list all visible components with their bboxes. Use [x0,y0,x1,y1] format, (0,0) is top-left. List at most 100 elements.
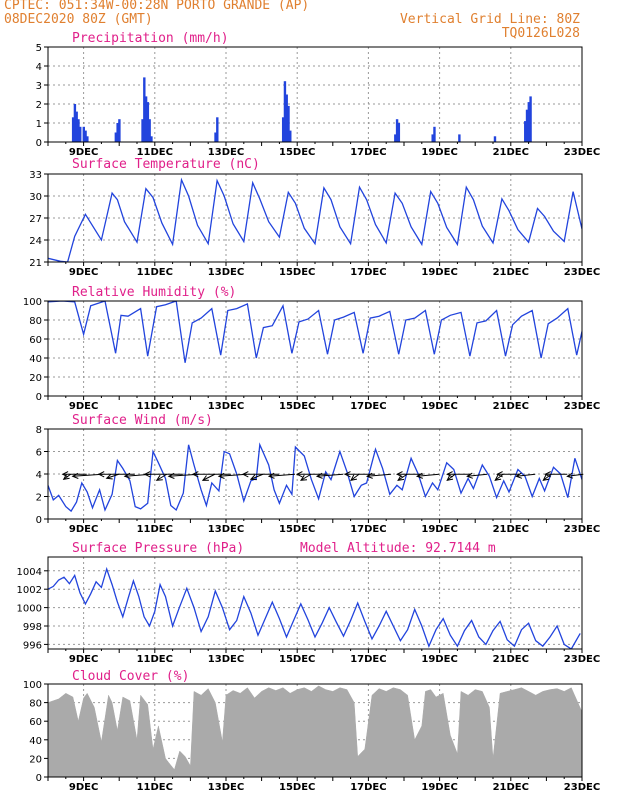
precip-bar [524,121,527,142]
panel-title: Precipitation (mm/h) [72,31,229,46]
cloud-area [47,685,583,778]
y-tick-label: 996 [23,640,42,651]
wind-arrowhead [241,471,249,478]
x-tick-label: 17DEC [350,267,386,278]
x-tick-label: 23DEC [564,267,600,278]
precip-bar [458,134,461,142]
precip-bar [431,134,434,142]
wind-arrowhead [350,474,357,481]
wind-arrow [156,473,168,481]
precip-bar [529,96,532,142]
x-tick-label: 9DEC [69,524,98,535]
x-tick-label: 17DEC [350,147,386,158]
wind-arrowhead [300,474,308,481]
y-tick-label: 33 [29,170,42,181]
wind-arrowhead [566,472,574,479]
x-tick-label: 17DEC [350,524,386,535]
precip-bar [86,136,89,142]
precip-bar [397,123,401,142]
y-tick-label: 100 [23,680,42,691]
x-tick-label: 15DEC [279,654,315,665]
x-tick-label: 19DEC [421,524,457,535]
wind-arrowhead [249,474,257,481]
wind-arrow [250,473,264,480]
precip-bar [216,117,219,142]
panel-0: 0 1 2 3 4 5 9DEC 11DEC 13DEC 15DEC 17DEC 19DEC 21DEC… [36,31,601,158]
x-tick-label: 21DEC [493,147,529,158]
wind-arrowhead [494,474,502,481]
y-tick-label: 60 [29,717,42,728]
x-tick-label: 15DEC [279,782,315,793]
x-tick-label: 21DEC [493,524,529,535]
y-tick-label: 8 [36,425,42,436]
y-tick-label: 6 [36,448,42,459]
wind-arrowhead [267,472,275,479]
x-tick-label: 19DEC [421,267,457,278]
wind-arrowhead [544,471,551,478]
panel-title: Surface Wind (m/s) [72,413,213,428]
precip-bar [146,102,150,142]
x-tick-label: 19DEC [421,147,457,158]
wind-arrowhead [201,475,209,481]
wind-arrow [350,473,360,481]
y-tick-label: 0 [36,138,42,149]
panel-1: 21 24 27 30 33 9DEC 11DEC 13DEC 15DEC 17DEC 19DEC 2… [29,157,600,278]
y-tick-label: 0 [36,515,42,526]
wind-arrowhead [105,473,113,480]
precip-bar [114,132,118,142]
model-altitude-label: Model Altitude: 92.7144 m [300,541,496,556]
series-line [48,177,582,262]
wind-arrow [417,473,440,477]
wind-arrow [106,473,119,479]
wind-arrowhead [343,471,351,478]
wind-arrowhead [191,471,199,478]
wind-arrow [446,473,456,481]
precip-bar [214,132,217,142]
x-tick-label: 13DEC [208,524,244,535]
y-tick-label: 3 [36,81,42,92]
y-tick-label: 20 [29,373,42,384]
precip-bar [285,94,288,142]
precip-bar [116,123,119,142]
panel-frame [47,46,583,143]
x-tick-label: 13DEC [208,782,244,793]
run-date-label: 08DEC2020 80Z (GMT) [4,12,153,27]
x-tick-label: 21DEC [493,267,529,278]
wind-arrowhead [466,472,473,479]
x-tick-label: 9DEC [69,654,98,665]
y-tick-label: 0 [36,773,42,784]
y-tick-label: 1 [36,119,42,130]
y-tick-label: 21 [29,258,42,269]
series-line [48,301,582,363]
precip-bar [118,119,121,142]
x-tick-label: 13DEC [208,267,244,278]
wind-arrowhead [217,472,225,479]
panel-frame [47,300,583,397]
wind-arrow [467,473,488,477]
panel-title: Relative Humidity (%) [72,285,236,300]
panel-title: Surface Pressure (hPa) [72,541,244,556]
precip-bar [150,136,153,142]
series-line [48,566,581,649]
series-line [48,442,582,513]
x-tick-label: 23DEC [564,654,600,665]
x-tick-label: 17DEC [350,782,386,793]
y-tick-label: 100 [23,297,42,308]
y-tick-label: 30 [29,192,42,203]
x-tick-label: 15DEC [279,147,315,158]
x-tick-label: 9DEC [69,267,98,278]
wind-arrowhead [167,472,175,479]
wind-arrow [218,473,247,477]
x-tick-label: 15DEC [279,267,315,278]
wind-arrowhead [123,472,131,479]
y-tick-label: 1004 [17,567,42,578]
precip-bar [527,102,530,142]
x-tick-label: 11DEC [137,654,173,665]
wind-arrowhead [143,471,151,478]
precip-bar [79,126,82,142]
panel-title: Cloud Cover (%) [72,669,189,684]
wind-arrow [316,473,344,477]
station-label: CPTEC: 051:34W-00:28N PORTO GRANDE (AP) [4,0,310,13]
y-tick-label: 60 [29,335,42,346]
x-tick-label: 9DEC [69,782,98,793]
